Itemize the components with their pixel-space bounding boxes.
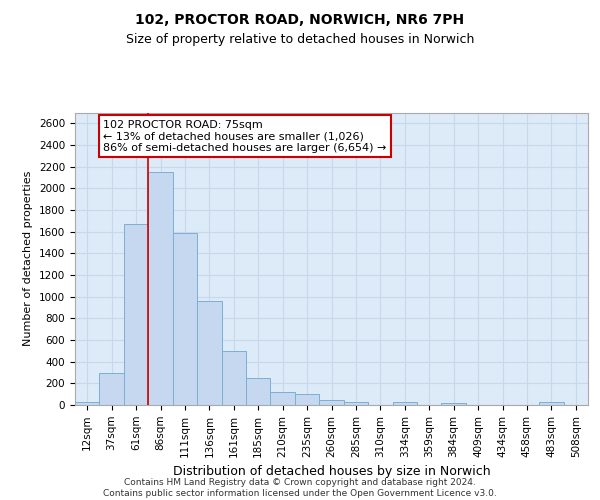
Y-axis label: Number of detached properties: Number of detached properties <box>23 171 34 346</box>
Bar <box>173 233 197 405</box>
Bar <box>100 372 124 405</box>
Bar <box>295 394 319 405</box>
Text: Contains HM Land Registry data © Crown copyright and database right 2024.
Contai: Contains HM Land Registry data © Crown c… <box>103 478 497 498</box>
Bar <box>197 301 221 405</box>
X-axis label: Distribution of detached houses by size in Norwich: Distribution of detached houses by size … <box>173 465 490 478</box>
Bar <box>271 392 295 405</box>
Bar <box>221 351 246 405</box>
Bar <box>75 402 100 405</box>
Bar <box>442 403 466 405</box>
Text: 102, PROCTOR ROAD, NORWICH, NR6 7PH: 102, PROCTOR ROAD, NORWICH, NR6 7PH <box>136 12 464 26</box>
Bar <box>392 402 417 405</box>
Bar <box>344 402 368 405</box>
Bar <box>246 378 271 405</box>
Text: Size of property relative to detached houses in Norwich: Size of property relative to detached ho… <box>126 32 474 46</box>
Bar <box>124 224 148 405</box>
Bar <box>319 400 344 405</box>
Bar <box>539 402 563 405</box>
Bar <box>148 172 173 405</box>
Text: 102 PROCTOR ROAD: 75sqm
← 13% of detached houses are smaller (1,026)
86% of semi: 102 PROCTOR ROAD: 75sqm ← 13% of detache… <box>103 120 386 153</box>
